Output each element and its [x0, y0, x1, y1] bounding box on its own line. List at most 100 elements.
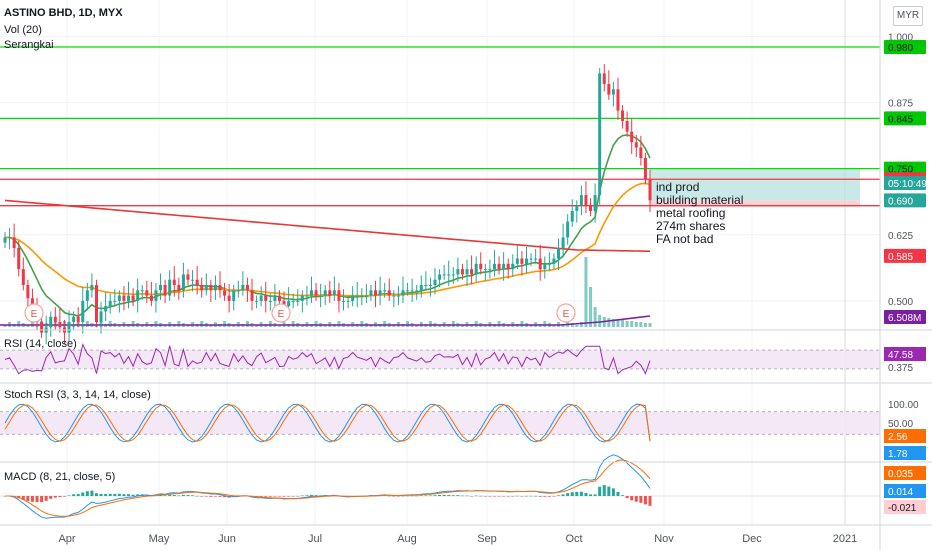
macd-value-label[interactable]	[884, 484, 926, 498]
candle-body[interactable]	[113, 300, 117, 302]
macd-value-label[interactable]	[884, 500, 926, 514]
note-line[interactable]: FA not bad	[656, 232, 714, 246]
candle-body[interactable]	[474, 263, 478, 275]
candle-body[interactable]	[401, 290, 405, 296]
candle-body[interactable]	[213, 285, 217, 291]
candle-body[interactable]	[410, 290, 414, 292]
time-axis-label[interactable]: May	[149, 533, 170, 545]
candle-body[interactable]	[387, 290, 391, 296]
candle-body[interactable]	[456, 269, 460, 275]
candle-body[interactable]	[67, 322, 71, 333]
candle-body[interactable]	[406, 290, 410, 292]
candle-body[interactable]	[21, 269, 25, 286]
price-axis-label[interactable]	[884, 193, 926, 208]
price-axis-tick[interactable]: 0.500	[888, 297, 913, 308]
candle-body[interactable]	[53, 316, 57, 323]
candle-body[interactable]	[598, 73, 602, 196]
time-axis-label[interactable]: Nov	[654, 533, 674, 545]
candle-body[interactable]	[561, 237, 565, 248]
candle-body[interactable]	[552, 258, 556, 264]
price-axis-tick[interactable]: 0.375	[888, 363, 913, 374]
ichimoku-indicator-label[interactable]: Serangkai	[4, 39, 54, 51]
candle-body[interactable]	[127, 295, 131, 301]
candle-body[interactable]	[282, 300, 286, 307]
earnings-marker[interactable]	[556, 303, 576, 323]
candle-body[interactable]	[515, 258, 519, 264]
candle-body[interactable]	[511, 263, 515, 270]
candle-body[interactable]	[602, 73, 606, 85]
candle-body[interactable]	[319, 295, 323, 297]
candle-body[interactable]	[72, 316, 76, 323]
candle-body[interactable]	[543, 263, 547, 270]
candle-body[interactable]	[209, 285, 213, 291]
position-box[interactable]	[650, 168, 860, 207]
candle-body[interactable]	[621, 110, 625, 122]
candle-body[interactable]	[415, 290, 419, 292]
candle-body[interactable]	[524, 258, 528, 264]
candle-body[interactable]	[488, 269, 492, 271]
time-axis-label[interactable]: Jul	[308, 533, 322, 545]
candle-body[interactable]	[497, 263, 501, 270]
candle-body[interactable]	[204, 285, 208, 291]
candle-body[interactable]	[81, 300, 85, 323]
horizontal-levels[interactable]	[0, 46, 880, 207]
candle-body[interactable]	[630, 131, 634, 143]
candle-body[interactable]	[470, 269, 474, 275]
price-axis-label[interactable]	[884, 248, 926, 263]
note-line[interactable]: ind prod	[656, 180, 700, 194]
stoch-d-label[interactable]	[884, 446, 926, 460]
note-line[interactable]: building material	[656, 193, 744, 207]
price-axis-tick[interactable]: 0.625	[888, 231, 913, 242]
candle-body[interactable]	[369, 290, 373, 296]
candle-body[interactable]	[287, 300, 291, 307]
candle-body[interactable]	[364, 295, 368, 297]
candle-body[interactable]	[117, 295, 121, 301]
candle-body[interactable]	[374, 290, 378, 296]
candle-body[interactable]	[131, 295, 135, 301]
candle-body[interactable]	[195, 279, 199, 286]
candle-body[interactable]	[378, 290, 382, 296]
candle-body[interactable]	[163, 285, 167, 296]
candle-body[interactable]	[40, 322, 44, 333]
candle-body[interactable]	[104, 306, 108, 312]
candle-body[interactable]	[566, 221, 570, 238]
candle-body[interactable]	[3, 237, 7, 243]
candle-body[interactable]	[12, 237, 16, 248]
candle-body[interactable]	[323, 290, 327, 296]
macd-pane[interactable]	[0, 454, 880, 519]
candle-body[interactable]	[241, 285, 245, 291]
candle-body[interactable]	[502, 263, 506, 270]
candle-body[interactable]	[309, 290, 313, 296]
candle-body[interactable]	[607, 84, 611, 95]
candle-body[interactable]	[584, 195, 588, 206]
rsi-pane[interactable]	[0, 343, 880, 375]
candle-body[interactable]	[451, 274, 455, 276]
candle-body[interactable]	[259, 295, 263, 301]
candle-body[interactable]	[351, 295, 355, 301]
candle-body[interactable]	[277, 295, 281, 301]
candle-body[interactable]	[483, 269, 487, 271]
candle-body[interactable]	[396, 295, 400, 297]
price-axis-tick[interactable]: 0.875	[888, 99, 913, 110]
candle-body[interactable]	[172, 279, 176, 286]
candle-body[interactable]	[245, 285, 249, 291]
candle-body[interactable]	[648, 179, 652, 201]
price-axis-tick[interactable]: 1.000	[888, 32, 913, 43]
stoch-rsi-pane[interactable]	[0, 403, 880, 443]
candle-body[interactable]	[250, 290, 254, 301]
note-line[interactable]: metal roofing	[656, 206, 726, 220]
candle-body[interactable]	[168, 279, 172, 296]
candle-body[interactable]	[634, 142, 638, 148]
candle-body[interactable]	[140, 290, 144, 292]
price-axis[interactable]: 1.000 0.875 0.750 0.625 0.500 0.375 0.980 0.845…	[884, 32, 927, 514]
candle-body[interactable]	[611, 89, 615, 95]
time-axis-label[interactable]: Dec	[742, 533, 762, 545]
stoch-k-label[interactable]	[884, 429, 926, 443]
currency-button[interactable]: MYR	[893, 6, 923, 26]
candle-body[interactable]	[643, 158, 647, 180]
candle-body[interactable]	[264, 295, 268, 301]
time-axis-label[interactable]: Oct	[565, 533, 582, 545]
candle-body[interactable]	[342, 300, 346, 302]
